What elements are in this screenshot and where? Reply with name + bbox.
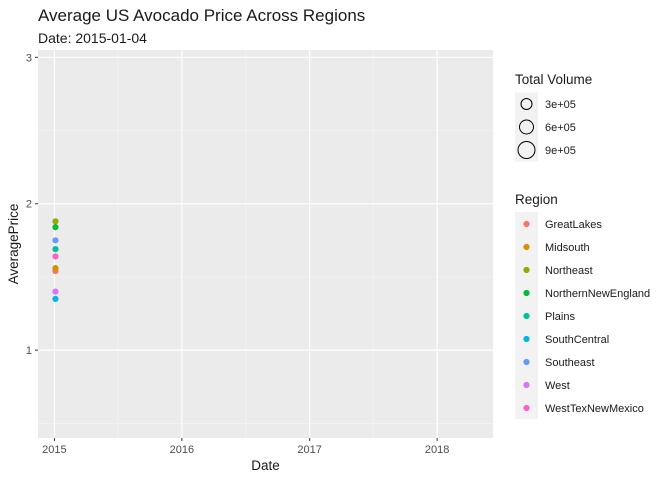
color-legend-label: Northeast bbox=[545, 265, 593, 277]
color-legend: Region GreatLakes Midsouth Northeast Northe… bbox=[515, 192, 650, 419]
color-legend-label: SouthCentral bbox=[545, 334, 609, 346]
size-legend-circle bbox=[517, 141, 536, 159]
size-legend: Total Volume 3e+05 6e+05 9e+05 bbox=[515, 72, 592, 162]
color-legend-swatch bbox=[523, 312, 530, 320]
color-legend-swatch bbox=[523, 358, 530, 366]
plot-panel bbox=[38, 50, 493, 438]
color-legend-swatch bbox=[523, 335, 530, 343]
size-legend-label: 9e+05 bbox=[545, 145, 576, 157]
chart-subtitle: Date: 2015-01-04 bbox=[38, 30, 147, 46]
x-tick-label: 2017 bbox=[297, 444, 321, 456]
color-legend-label: Plains bbox=[545, 311, 575, 323]
data-point-west bbox=[52, 288, 59, 295]
size-legend-circle bbox=[520, 98, 533, 110]
color-legend-swatch bbox=[523, 381, 530, 389]
color-legend-swatch bbox=[523, 243, 530, 251]
x-axis-title: Date bbox=[251, 458, 280, 473]
data-point-midsouth bbox=[52, 265, 59, 272]
y-tick-label: 3 bbox=[26, 52, 32, 64]
grid-major bbox=[38, 50, 493, 438]
color-legend-label: Midsouth bbox=[545, 242, 590, 254]
data-point-westtexnewmexico bbox=[52, 253, 59, 260]
color-legend-swatch bbox=[523, 266, 530, 274]
data-point-southcentral bbox=[52, 295, 59, 303]
data-point-northeast bbox=[52, 218, 59, 225]
data-point-plains bbox=[52, 246, 59, 253]
color-legend-swatch bbox=[523, 404, 530, 412]
y-tick-label: 1 bbox=[26, 345, 32, 357]
y-axis-title: AveragePrice bbox=[6, 204, 21, 285]
size-legend-key bbox=[515, 92, 538, 116]
x-tick-label: 2015 bbox=[42, 444, 66, 456]
x-tick-label: 2018 bbox=[425, 444, 449, 456]
size-legend-label: 6e+05 bbox=[545, 122, 576, 134]
color-legend-label: Southeast bbox=[545, 357, 595, 369]
color-legend-label: NorthernNewEngland bbox=[545, 288, 650, 300]
chart-title: Average US Avocado Price Across Regions bbox=[38, 6, 365, 25]
size-legend-key bbox=[515, 115, 538, 139]
data-point-northernnewengland bbox=[52, 224, 59, 231]
data-point-southeast bbox=[52, 237, 59, 244]
axis-tick-labels: 2015 2016 2017 2018 1 2 3 bbox=[26, 52, 449, 456]
color-legend-label: West bbox=[545, 380, 570, 392]
color-legend-swatch bbox=[523, 220, 530, 228]
color-legend-label: WestTexNewMexico bbox=[545, 403, 644, 415]
size-legend-label: 3e+05 bbox=[545, 99, 576, 111]
size-legend-circle bbox=[519, 119, 534, 135]
size-legend-title: Total Volume bbox=[515, 72, 592, 87]
data-points bbox=[52, 218, 59, 303]
color-legend-title: Region bbox=[515, 192, 558, 207]
grid-minor bbox=[38, 50, 493, 438]
color-legend-swatch bbox=[523, 289, 530, 297]
y-tick-label: 2 bbox=[26, 199, 32, 211]
x-tick-label: 2016 bbox=[170, 444, 194, 456]
color-legend-label: GreatLakes bbox=[545, 219, 602, 231]
axis-ticks bbox=[35, 56, 438, 441]
